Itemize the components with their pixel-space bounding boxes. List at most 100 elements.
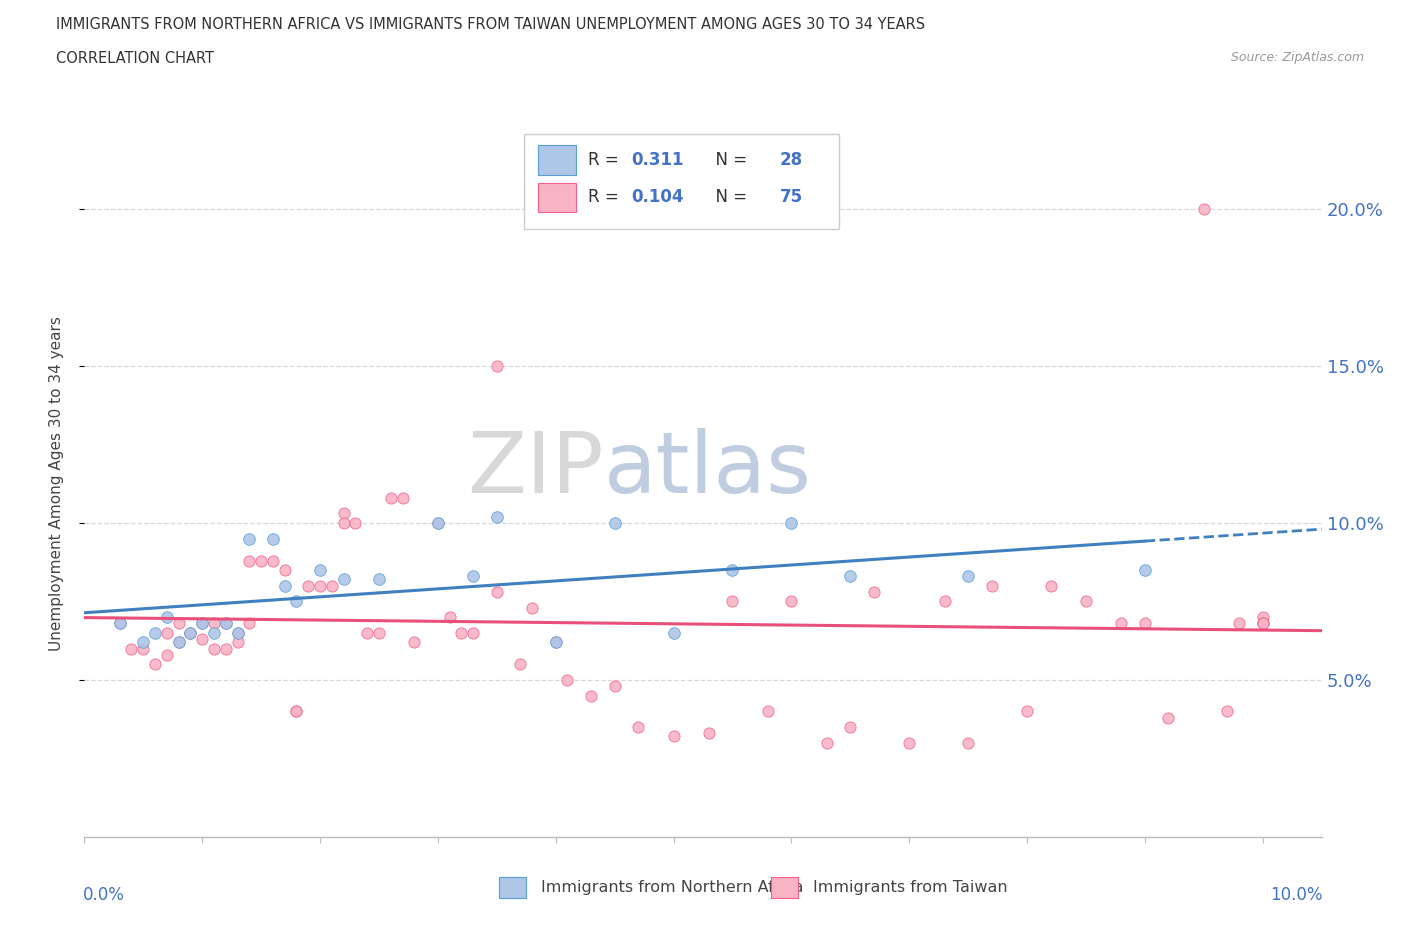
Point	[179, 625, 201, 640]
Y-axis label: Unemployment Among Ages 30 to 34 years: Unemployment Among Ages 30 to 34 years	[49, 316, 63, 651]
Point	[579, 688, 602, 703]
Point	[697, 726, 720, 741]
Text: 28: 28	[780, 151, 803, 169]
Text: R =: R =	[588, 189, 624, 206]
Point	[780, 515, 803, 530]
Point	[1192, 201, 1215, 216]
Point	[627, 720, 650, 735]
Point	[285, 594, 308, 609]
Point	[156, 610, 179, 625]
Point	[544, 635, 567, 650]
Point	[285, 704, 308, 719]
Point	[485, 358, 508, 373]
Point	[957, 569, 980, 584]
Point	[332, 506, 354, 521]
Point	[332, 515, 354, 530]
Point	[108, 616, 131, 631]
Point	[756, 704, 779, 719]
Point	[321, 578, 343, 593]
Point	[215, 641, 238, 656]
Point	[226, 625, 249, 640]
Point	[344, 515, 367, 530]
Point	[238, 531, 260, 546]
Point	[215, 616, 238, 631]
Point	[250, 553, 273, 568]
Point	[238, 616, 260, 631]
Point	[603, 679, 626, 694]
Text: Immigrants from Taiwan: Immigrants from Taiwan	[813, 881, 1008, 896]
Point	[839, 720, 862, 735]
Text: 0.104: 0.104	[631, 189, 683, 206]
Point	[202, 641, 225, 656]
Point	[721, 594, 744, 609]
Point	[557, 672, 579, 687]
Point	[426, 515, 449, 530]
Point	[143, 625, 166, 640]
Point	[191, 631, 214, 646]
Text: 0.311: 0.311	[631, 151, 683, 169]
Point	[898, 736, 921, 751]
FancyBboxPatch shape	[523, 134, 839, 229]
Point	[226, 625, 249, 640]
Point	[238, 553, 260, 568]
Point	[191, 616, 214, 631]
Point	[463, 569, 485, 584]
Bar	[770, 877, 799, 898]
Point	[297, 578, 319, 593]
Point	[1251, 616, 1274, 631]
Point	[404, 635, 426, 650]
Text: IMMIGRANTS FROM NORTHERN AFRICA VS IMMIGRANTS FROM TAIWAN UNEMPLOYMENT AMONG AGE: IMMIGRANTS FROM NORTHERN AFRICA VS IMMIG…	[56, 17, 925, 32]
Point	[934, 594, 956, 609]
Point	[1015, 704, 1038, 719]
Point	[1074, 594, 1097, 609]
Point	[662, 625, 685, 640]
Point	[226, 635, 249, 650]
Point	[262, 531, 284, 546]
Point	[356, 625, 378, 640]
Point	[167, 616, 190, 631]
Point	[520, 600, 543, 615]
Bar	[538, 182, 575, 212]
Point	[485, 585, 508, 600]
Text: R =: R =	[588, 151, 624, 169]
Point	[167, 635, 190, 650]
Point	[1251, 616, 1274, 631]
Point	[179, 625, 201, 640]
Point	[132, 641, 155, 656]
Point	[603, 515, 626, 530]
Point	[202, 616, 225, 631]
Point	[108, 616, 131, 631]
Point	[957, 736, 980, 751]
Point	[463, 625, 485, 640]
Point	[780, 594, 803, 609]
Text: 10.0%: 10.0%	[1271, 886, 1323, 905]
Point	[1227, 616, 1250, 631]
Text: N =: N =	[706, 189, 752, 206]
Point	[215, 616, 238, 631]
Point	[309, 563, 332, 578]
Point	[202, 625, 225, 640]
Point	[815, 736, 838, 751]
Point	[332, 572, 354, 587]
Point	[1251, 616, 1274, 631]
Text: 75: 75	[780, 189, 803, 206]
Point	[179, 625, 201, 640]
Point	[662, 729, 685, 744]
Point	[1216, 704, 1239, 719]
Point	[863, 585, 886, 600]
Bar	[499, 877, 526, 898]
Point	[262, 553, 284, 568]
Point	[121, 641, 143, 656]
Text: CORRELATION CHART: CORRELATION CHART	[56, 51, 214, 66]
Text: atlas: atlas	[605, 428, 813, 511]
Text: ZIP: ZIP	[468, 428, 605, 511]
Point	[380, 490, 402, 505]
Point	[368, 572, 391, 587]
Point	[1111, 616, 1133, 631]
Point	[167, 635, 190, 650]
Point	[839, 569, 862, 584]
Point	[544, 635, 567, 650]
Point	[1133, 616, 1156, 631]
Point	[1251, 616, 1274, 631]
Text: 0.0%: 0.0%	[83, 886, 125, 905]
